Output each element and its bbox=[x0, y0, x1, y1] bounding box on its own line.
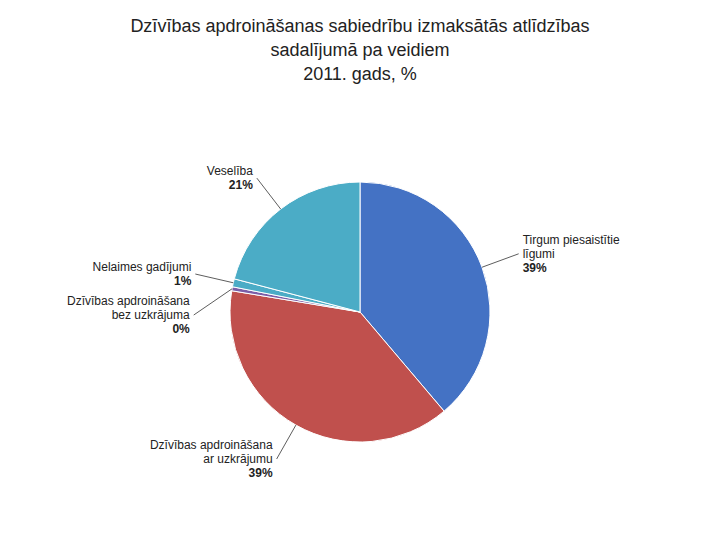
data-label: 0% bbox=[172, 322, 190, 336]
leader-line bbox=[194, 289, 232, 315]
data-label: 21% bbox=[229, 178, 253, 192]
leader-line bbox=[195, 274, 233, 283]
leader-line bbox=[277, 425, 296, 459]
slice-label: Veselība bbox=[207, 164, 253, 178]
title: Dzīvības apdroināšanas sabiedrību izmaks… bbox=[130, 16, 589, 84]
slice-label: Dzīvības apdroināšanabez uzkrājuma bbox=[67, 294, 190, 322]
data-label: 39% bbox=[249, 466, 273, 480]
background bbox=[0, 0, 720, 540]
labels: Tirgum piesaistītielīgumi39%Dzīvības apd… bbox=[67, 164, 620, 480]
slice-label: Dzīvības apdroināšanaar uzkrājumu bbox=[150, 438, 273, 466]
slice bbox=[230, 291, 444, 442]
data-label: 1% bbox=[174, 274, 192, 288]
slice-label: Nelaimes gadījumi bbox=[93, 260, 192, 274]
data-label: 39% bbox=[523, 261, 547, 275]
slice bbox=[234, 182, 360, 312]
leader-line bbox=[257, 178, 281, 209]
chart: Dzīvības apdroināšanas sabiedrību izmaks… bbox=[0, 0, 720, 540]
slice-label: Tirgum piesaistītielīgumi bbox=[523, 233, 620, 261]
chart-container: Dzīvības apdroināšanas sabiedrību izmaks… bbox=[0, 0, 720, 540]
slices bbox=[230, 182, 490, 442]
leader-line bbox=[482, 254, 519, 267]
